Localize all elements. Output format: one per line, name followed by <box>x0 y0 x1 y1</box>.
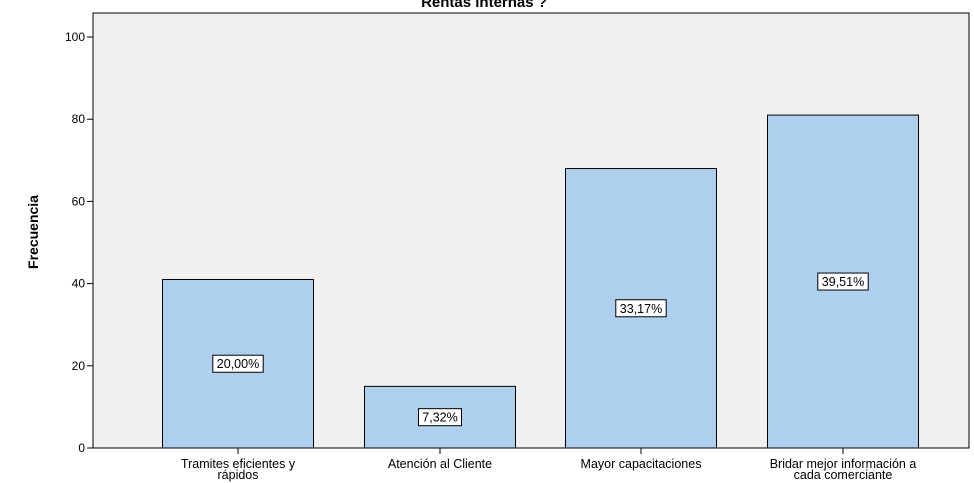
bar-data-label: 7,32% <box>422 411 457 425</box>
y-tick-label: 20 <box>72 359 86 373</box>
x-category-label: Tramites eficientes y <box>181 457 296 471</box>
y-tick-label: 40 <box>72 277 86 291</box>
bar-data-label: 20,00% <box>217 357 259 371</box>
chart-title: Rentas internas ? <box>421 0 547 11</box>
bars: 20,00% 7,32% 33,17% 39,51% <box>162 114 919 449</box>
bar-data-label: 39,51% <box>822 275 864 289</box>
x-category-label: Bridar mejor información a <box>770 457 917 471</box>
y-tick-label: 80 <box>72 112 86 126</box>
x-category-label: rápidos <box>218 468 259 482</box>
y-tick-label: 100 <box>65 30 85 44</box>
x-category-label: cada comerciante <box>794 468 893 482</box>
bar-label-box <box>212 354 264 373</box>
y-tick-label: 60 <box>72 194 86 208</box>
y-axis-label: Frecuencia <box>25 195 41 269</box>
x-category-label: Atención al Cliente <box>388 457 492 471</box>
y-axis-ticks: 0 20 40 60 80 100 <box>65 30 93 455</box>
bar-label-box <box>418 408 462 427</box>
x-category-label: Mayor capacitaciones <box>581 457 702 471</box>
y-tick-label: 0 <box>78 441 85 455</box>
bar-label-box <box>615 299 667 318</box>
bar-label-box <box>817 272 869 291</box>
bar-data-label: 33,17% <box>620 302 662 316</box>
